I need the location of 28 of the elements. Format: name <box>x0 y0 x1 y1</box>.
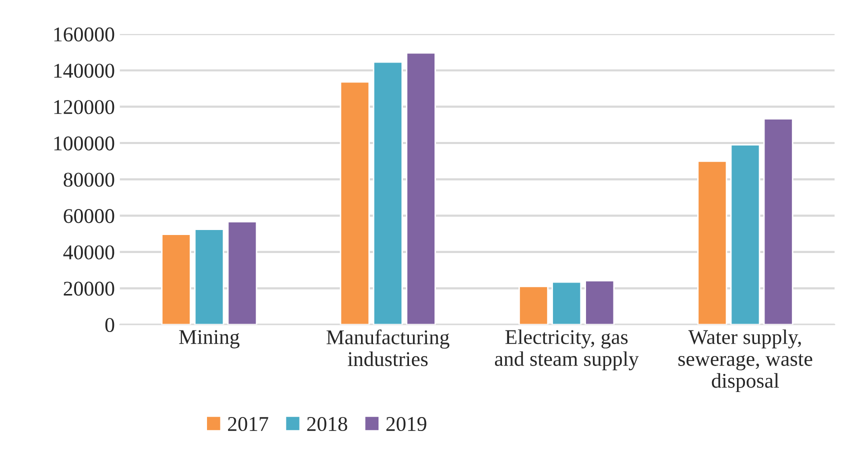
bar <box>584 280 615 325</box>
y-tick-label: 40000 <box>63 245 114 260</box>
bar <box>161 234 192 325</box>
legend-label: 2017 <box>228 416 268 432</box>
bar <box>340 81 370 325</box>
bar <box>194 228 224 325</box>
y-tick-label: 100000 <box>54 136 114 150</box>
y-tick-label: 20000 <box>64 282 114 296</box>
y-tick-label: 120000 <box>54 100 114 114</box>
legend-label: 2018 <box>307 416 348 432</box>
bar <box>227 220 258 325</box>
legend-label: 2019 <box>386 416 426 432</box>
x-tick-label: Electricity, gas and steam supply <box>494 329 639 370</box>
bar <box>372 61 403 325</box>
x-tick-label: Manufacturing industries <box>326 329 450 366</box>
bar <box>552 281 582 325</box>
bar <box>730 144 760 325</box>
x-tick-label: Water supply, sewerage, waste disposal <box>678 329 812 392</box>
y-tick-label: 160000 <box>54 27 114 42</box>
bar <box>406 52 436 325</box>
y-tick-label: 80000 <box>64 172 114 187</box>
x-tick-label: Mining <box>179 330 240 348</box>
y-tick-label: 140000 <box>54 64 114 78</box>
bar <box>518 286 548 325</box>
y-tick-label: 0 <box>105 318 114 332</box>
bar <box>697 160 728 325</box>
bar <box>763 118 794 325</box>
y-tick-label: 60000 <box>64 209 114 224</box>
